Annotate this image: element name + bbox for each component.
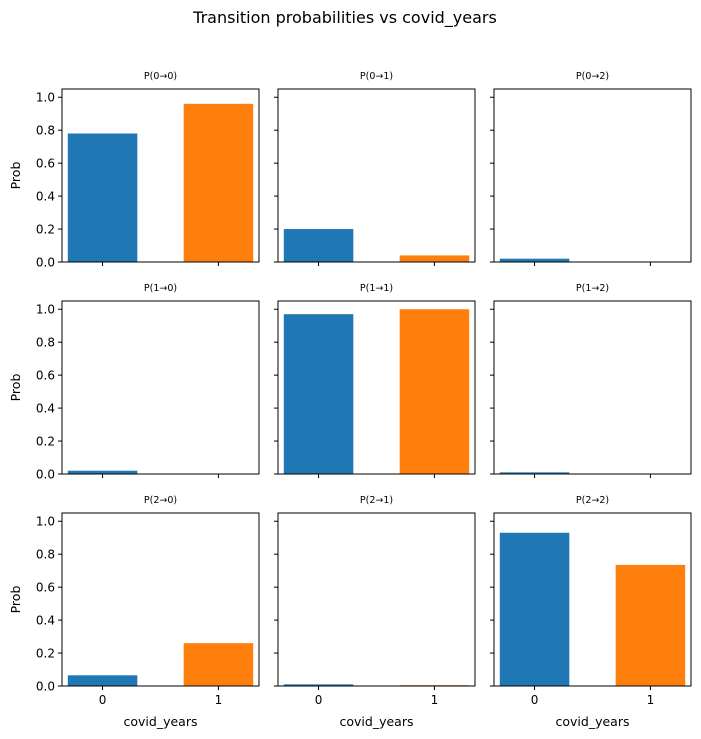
y-tick-label: 0.6: [36, 581, 55, 595]
bar: [67, 675, 138, 686]
x-axis-label: covid_years: [124, 714, 198, 729]
y-tick-label: 0.6: [36, 157, 55, 171]
subplot-title: P(0→0): [144, 71, 177, 82]
y-tick-label: 0.2: [36, 647, 55, 661]
subplot: P(2→2) 0 1 covid_years: [490, 495, 692, 729]
x-tick-label: 0: [99, 693, 107, 707]
bar: [615, 564, 686, 686]
bar: [283, 229, 354, 262]
bar: [183, 103, 254, 262]
bar: [283, 314, 354, 474]
subplot: P(0→0) 0.0 0.2 0.4 0.6 0.8 1.0 Prob: [8, 71, 260, 270]
x-axis-label: covid_years: [340, 714, 414, 729]
y-axis-label: Prob: [8, 374, 23, 402]
bar: [499, 472, 570, 474]
y-tick-label: 0.8: [36, 548, 55, 562]
y-axis-label: Prob: [8, 162, 23, 190]
plot-frame: [277, 300, 476, 475]
y-tick-label: 0.0: [36, 468, 55, 482]
bar: [67, 133, 138, 262]
x-tick-label: 0: [531, 693, 539, 707]
x-tick-label: 1: [431, 693, 439, 707]
subplot-title: P(0→1): [360, 71, 393, 82]
plot-frame: [493, 300, 692, 475]
bar: [183, 643, 254, 686]
plot-frame: [277, 88, 476, 263]
y-tick-label: 0.8: [36, 336, 55, 350]
plot-frame: [493, 88, 692, 263]
plot-frame: [277, 512, 476, 687]
bar: [399, 255, 470, 262]
x-tick-label: 1: [215, 693, 223, 707]
subplot-title: P(2→1): [360, 495, 393, 506]
x-tick-label: 0: [315, 693, 323, 707]
y-tick-label: 0.6: [36, 369, 55, 383]
x-axis-label: covid_years: [556, 714, 630, 729]
subplot: P(0→2): [490, 71, 692, 266]
subplot: P(2→1) 0 1 covid_years: [274, 495, 476, 729]
y-tick-label: 0.0: [36, 256, 55, 270]
subplot-title: P(1→1): [360, 283, 393, 294]
y-tick-label: 0.2: [36, 223, 55, 237]
plot-frame: [61, 512, 260, 687]
subplot-title: P(0→2): [576, 71, 609, 82]
subplot-title: P(1→0): [144, 283, 177, 294]
y-tick-label: 0.4: [36, 190, 55, 204]
plot-frame: [61, 88, 260, 263]
y-tick-label: 1.0: [36, 91, 55, 105]
plot-frame: [61, 300, 260, 475]
bar: [499, 532, 570, 686]
y-tick-label: 1.0: [36, 515, 55, 529]
y-tick-label: 0.4: [36, 402, 55, 416]
subplot-title: P(2→2): [576, 495, 609, 506]
bar: [499, 258, 570, 262]
y-tick-label: 1.0: [36, 303, 55, 317]
subplot: P(1→0) 0.0 0.2 0.4 0.6 0.8 1.0 Prob: [8, 283, 260, 482]
y-axis-label: Prob: [8, 586, 23, 614]
x-tick-label: 1: [647, 693, 655, 707]
subplot: P(1→1): [274, 283, 476, 478]
subplot-title: P(1→2): [576, 283, 609, 294]
bar: [283, 684, 354, 686]
y-tick-label: 0.4: [36, 614, 55, 628]
subplot: P(1→2): [490, 283, 692, 478]
subplot-title: P(2→0): [144, 495, 177, 506]
plot-frame: [493, 512, 692, 687]
bar: [399, 309, 470, 474]
y-tick-label: 0.0: [36, 680, 55, 694]
subplot: P(0→1): [274, 71, 476, 266]
y-tick-label: 0.8: [36, 124, 55, 138]
bar: [67, 470, 138, 474]
subplot: P(2→0) 0.0 0.2 0.4 0.6 0.8 1.0 0 1 Prob covid_year…: [8, 495, 260, 729]
subplot-grid: P(0→0) 0.0 0.2 0.4 0.6 0.8 1.0 Prob P(0→1) P(0→2)…: [8, 71, 692, 729]
y-tick-label: 0.2: [36, 435, 55, 449]
chart-title: Transition probabilities vs covid_years: [192, 8, 497, 28]
